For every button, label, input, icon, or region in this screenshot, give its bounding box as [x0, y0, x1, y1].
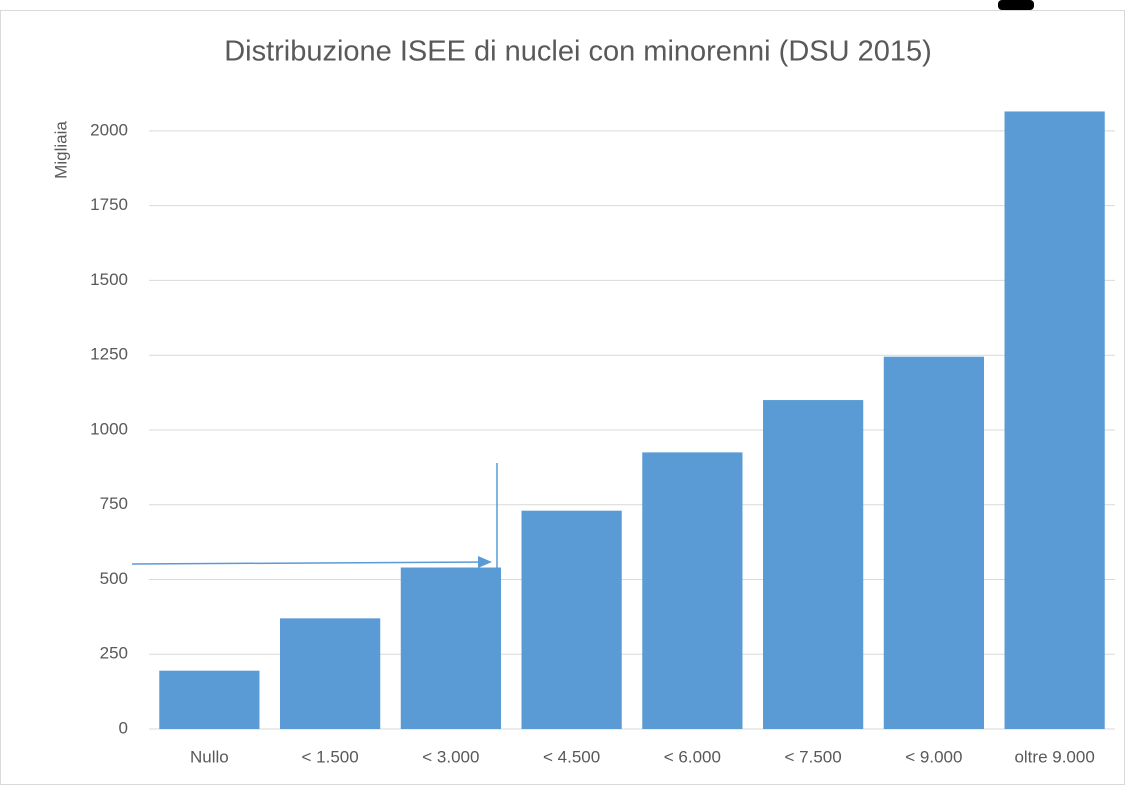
y-tick-label: 1000: [90, 419, 128, 438]
bar: [400, 567, 501, 729]
arrow-head: [478, 556, 492, 568]
y-tick-label: 1750: [90, 195, 128, 214]
bar: [280, 618, 381, 729]
bar: [159, 670, 260, 729]
y-tick-label: 250: [100, 644, 128, 663]
x-tick-label: < 9.000: [905, 747, 962, 766]
y-tick-label: 0: [119, 718, 128, 737]
bar: [642, 452, 743, 729]
x-tick-label: < 3.000: [422, 747, 479, 766]
annotation: [131, 463, 498, 729]
x-tick-label: < 6.000: [664, 747, 721, 766]
annotation-arrow: [131, 561, 489, 565]
y-tick-label: 750: [100, 494, 128, 513]
chart-title: Distribuzione ISEE di nuclei con minoren…: [224, 36, 932, 68]
y-tick-label: 1500: [90, 270, 128, 289]
x-tick-label: < 7.500: [785, 747, 842, 766]
plot-area: 0 250 500 750 1000 1250 1500 1750 2000 Nullo < 1.5…: [90, 111, 1115, 766]
x-tick-label: < 4.500: [543, 747, 600, 766]
bar: [521, 510, 622, 729]
y-tick-label: 1250: [90, 345, 128, 364]
corner-icon: [998, 0, 1034, 10]
bar: [763, 400, 864, 729]
y-tick-label: 2000: [90, 120, 128, 139]
bar: [883, 356, 984, 729]
y-tick-label: 500: [100, 569, 128, 588]
x-tick-label: < 1.500: [302, 747, 359, 766]
y-axis-label: Migliaia: [51, 121, 70, 179]
x-tick-label: Nullo: [190, 747, 229, 766]
x-tick-label: oltre 9.000: [1014, 747, 1094, 766]
bar: [1004, 111, 1105, 729]
